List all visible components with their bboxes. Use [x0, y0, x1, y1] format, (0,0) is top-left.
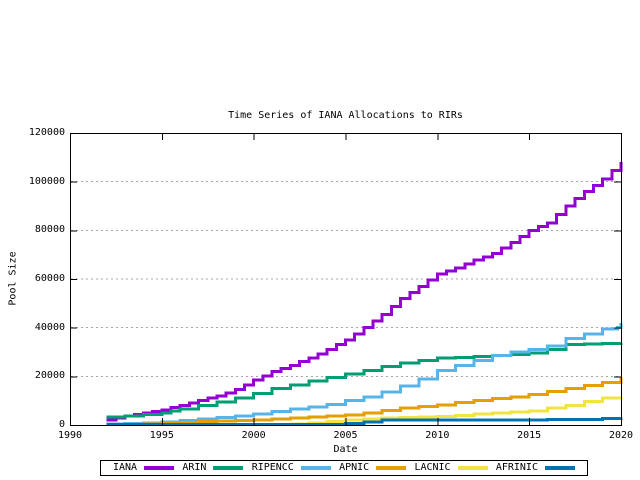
legend-item-lacnic: LACNIC — [414, 461, 488, 475]
series-ripencc — [106, 322, 623, 426]
legend-swatch — [213, 466, 244, 470]
legend-item-ripencc: RIPENCC — [252, 461, 331, 475]
legend-swatch — [144, 466, 175, 470]
x-tick-label: 2010 — [425, 430, 450, 441]
y-tick-label: 60000 — [34, 273, 65, 284]
y-tick-label: 100000 — [28, 175, 65, 187]
series-arin — [106, 342, 623, 419]
legend-label: ARIN — [182, 462, 207, 473]
legend-swatch — [544, 466, 575, 470]
x-axis-label: Date — [333, 444, 358, 455]
series-apnic — [143, 377, 623, 426]
legend-swatch — [376, 466, 407, 470]
legend-label: LACNIC — [414, 462, 451, 473]
y-tick-label: 40000 — [34, 321, 65, 333]
y-tick-label: 80000 — [34, 224, 65, 236]
x-tick-label: 2020 — [608, 430, 634, 441]
legend-item-arin: ARIN — [182, 461, 244, 475]
legend-item-afrinic: AFRINIC — [496, 461, 575, 475]
x-tick-label: 2005 — [333, 430, 358, 441]
legend-label: AFRINIC — [495, 462, 538, 473]
legend-swatch — [300, 466, 331, 470]
legend-swatch — [457, 466, 488, 470]
legend-label: APNIC — [339, 462, 370, 473]
chart-title: Time Series of IANA Allocations to RIRs — [228, 110, 463, 121]
series-iana — [106, 162, 623, 422]
legend-label: IANA — [113, 462, 138, 473]
legend-label: RIPENCC — [251, 462, 294, 473]
legend-item-apnic: APNIC — [339, 461, 407, 475]
x-tick-label: 1990 — [57, 430, 83, 441]
y-tick-label: 0 — [58, 419, 65, 430]
x-tick-label: 2000 — [241, 430, 266, 441]
x-tick-label: 1995 — [149, 430, 174, 441]
x-tick-label: 2015 — [517, 430, 542, 441]
legend-box: IANA ARIN RIPENCC APNIC LACNIC AFRINIC — [100, 460, 588, 476]
legend-item-iana: IANA — [113, 461, 175, 475]
y-tick-label: 120000 — [28, 127, 65, 138]
series-afrinic — [106, 416, 623, 427]
y-tick-label: 20000 — [34, 370, 65, 382]
